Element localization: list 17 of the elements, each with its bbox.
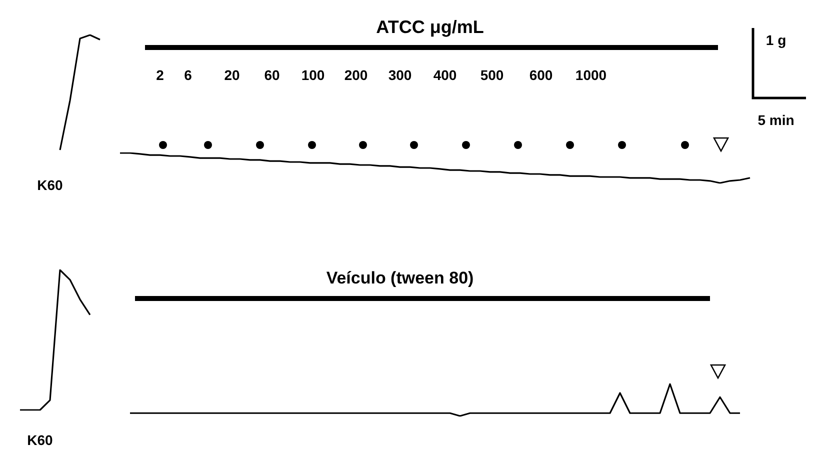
- text: Veículo (tween 80): [326, 268, 474, 288]
- text: 500: [480, 67, 504, 83]
- text: 400: [433, 67, 457, 83]
- text: 5 min: [758, 112, 794, 128]
- text: 300: [388, 67, 412, 83]
- text: 200: [344, 67, 368, 83]
- text: 1 g: [766, 32, 786, 48]
- text: 60: [264, 67, 280, 83]
- text: 20: [224, 67, 240, 83]
- text: 1000: [575, 67, 607, 83]
- text: ATCC μg/mL: [376, 17, 484, 37]
- text: 2: [156, 67, 164, 83]
- text: K60: [37, 177, 64, 193]
- text: 6: [184, 67, 192, 83]
- text: K60: [27, 432, 54, 448]
- text: 600: [529, 67, 553, 83]
- text: 100: [301, 67, 325, 83]
